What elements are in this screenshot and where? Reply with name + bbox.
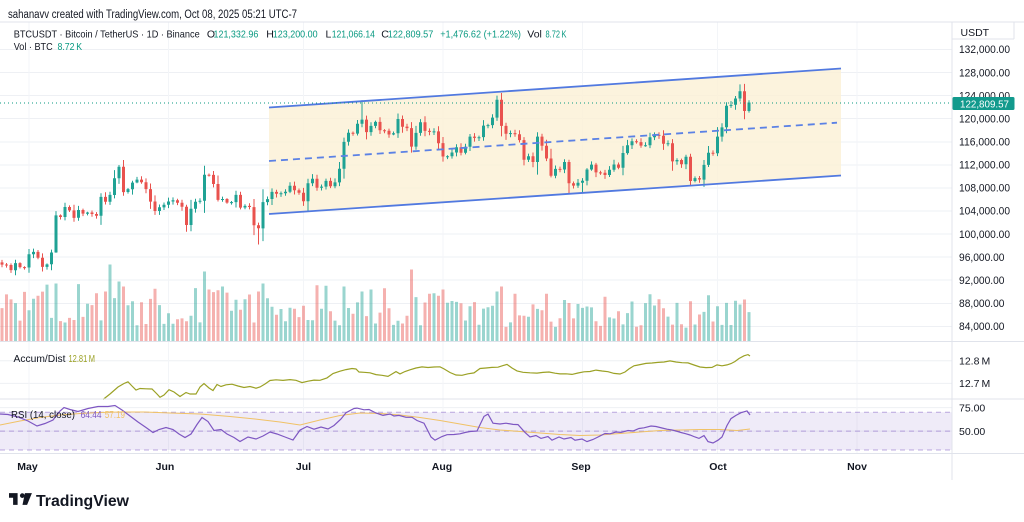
svg-text:TradingView: TradingView <box>36 493 130 510</box>
svg-text:Vol: Vol <box>527 28 542 40</box>
svg-text:sahanavv created with TradingV: sahanavv created with TradingView.com, O… <box>8 9 297 21</box>
svg-text:92,000.00: 92,000.00 <box>959 275 1005 287</box>
svg-text:121,332.96: 121,332.96 <box>214 28 259 40</box>
svg-text:L: L <box>326 28 332 40</box>
svg-text:108,000.00: 108,000.00 <box>959 183 1010 195</box>
svg-text:Sep: Sep <box>571 461 590 473</box>
svg-text:120,000.00: 120,000.00 <box>959 113 1010 125</box>
svg-text:+1,476.62 (+1.22%): +1,476.62 (+1.22%) <box>440 28 521 40</box>
svg-text:123,200.00: 123,200.00 <box>273 28 318 40</box>
svg-text:100,000.00: 100,000.00 <box>959 229 1010 241</box>
svg-text:12.8 M: 12.8 M <box>959 355 990 367</box>
svg-text:122,809.57: 122,809.57 <box>388 28 434 40</box>
svg-text:Oct: Oct <box>709 461 727 473</box>
svg-text:57.19: 57.19 <box>105 409 125 421</box>
svg-text:Aug: Aug <box>432 461 452 473</box>
svg-text:Vol · BTC: Vol · BTC <box>14 41 53 53</box>
svg-text:121,066.14: 121,066.14 <box>332 28 375 40</box>
svg-text:USDT: USDT <box>961 27 990 39</box>
svg-text:112,000.00: 112,000.00 <box>959 160 1010 172</box>
svg-text:132,000.00: 132,000.00 <box>959 44 1010 56</box>
svg-text:RSI (14, close): RSI (14, close) <box>11 409 75 421</box>
svg-text:8.72 K: 8.72 K <box>58 41 83 53</box>
svg-text:12.7 M: 12.7 M <box>959 378 990 390</box>
svg-text:128,000.00: 128,000.00 <box>959 67 1010 79</box>
svg-text:C: C <box>381 28 389 40</box>
svg-text:BTCUSDT · Bitcoin / TetherUS ·: BTCUSDT · Bitcoin / TetherUS · 1D · Bina… <box>14 28 200 40</box>
svg-text:O: O <box>207 28 215 40</box>
svg-text:H: H <box>266 28 274 40</box>
svg-text:Jul: Jul <box>296 461 311 473</box>
svg-text:96,000.00: 96,000.00 <box>959 252 1005 264</box>
svg-text:Accum/Dist: Accum/Dist <box>14 353 66 365</box>
svg-text:75.00: 75.00 <box>959 402 985 414</box>
svg-text:116,000.00: 116,000.00 <box>959 137 1010 149</box>
svg-text:104,000.00: 104,000.00 <box>959 206 1010 218</box>
svg-text:12.81 M: 12.81 M <box>69 353 96 365</box>
svg-text:84,000.00: 84,000.00 <box>959 321 1005 333</box>
svg-text:Jun: Jun <box>156 461 175 473</box>
svg-text:Nov: Nov <box>847 461 867 473</box>
svg-text:88,000.00: 88,000.00 <box>959 298 1005 310</box>
svg-text:8.72 K: 8.72 K <box>546 28 567 40</box>
svg-text:64.44: 64.44 <box>81 409 102 421</box>
svg-text:122,809.57: 122,809.57 <box>960 98 1009 110</box>
svg-text:May: May <box>17 461 38 473</box>
svg-text:50.00: 50.00 <box>959 426 985 438</box>
